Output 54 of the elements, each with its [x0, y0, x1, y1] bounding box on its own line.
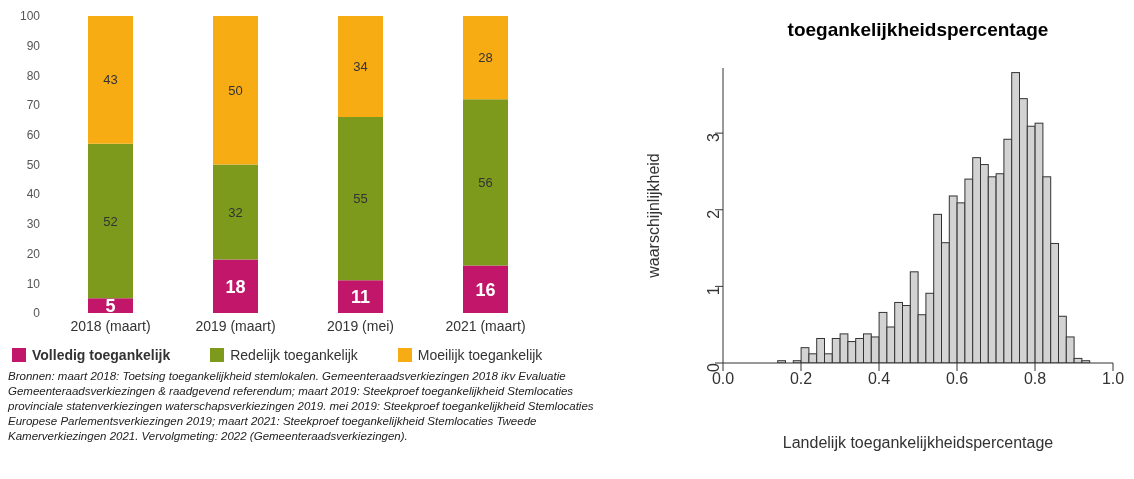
y-tick-label: 70 [26, 98, 41, 113]
legend-label: Volledig toegankelijk [31, 347, 171, 363]
data-label: 18 [225, 276, 246, 297]
y-tick-label: 60 [26, 128, 41, 143]
bar [213, 16, 258, 165]
x-tick-label: 1.0 [1101, 370, 1125, 388]
bar [338, 116, 383, 281]
bar [463, 99, 508, 266]
y-tick-label: 90 [26, 38, 41, 53]
data-label: 50 [228, 82, 243, 98]
bar [88, 16, 133, 144]
x-tick-label: 0.4 [867, 370, 891, 388]
bar [463, 16, 508, 100]
data-label: 56 [478, 174, 493, 190]
y-tick-label: 2 [704, 209, 722, 219]
y-tick-label: 80 [26, 68, 41, 83]
x-tick-label: 0.8 [1023, 370, 1047, 388]
y-tick-label: 40 [26, 187, 41, 202]
y-tick-label: 3 [704, 133, 722, 143]
x-tick-label: 0.6 [945, 370, 969, 388]
data-label: 28 [478, 50, 493, 66]
data-label: 11 [350, 287, 371, 308]
data-label: 34 [353, 59, 368, 75]
x-tick-label: 2019 (maart) [195, 317, 276, 334]
y-tick-label: 30 [26, 217, 41, 232]
legend-label: Moeilijk toegankelijk [416, 347, 543, 363]
chart-title: toegankelijkheidspercentage [787, 19, 1049, 40]
data-label: 32 [228, 204, 243, 220]
y-tick-label: 50 [26, 157, 41, 172]
data-label: 52 [103, 213, 118, 229]
x-tick-label: 2018 (maart) [70, 317, 151, 334]
y-tick-label: 0 [704, 362, 722, 372]
bar [88, 143, 133, 299]
bar [213, 164, 258, 260]
data-label: 16 [475, 279, 496, 300]
legend-label: Redelijk toegankelijk [229, 347, 358, 363]
bar [338, 280, 383, 313]
data-label: 55 [353, 191, 368, 207]
y-tick-label: 1 [704, 286, 722, 296]
y-tick-label: 100 [19, 9, 41, 24]
y-tick-label: 20 [26, 246, 41, 261]
data-label: 43 [103, 72, 118, 88]
y-tick-label: 10 [26, 276, 41, 291]
y-tick-label: 0 [33, 306, 41, 321]
x-tick-label: 2021 (maart) [445, 317, 526, 334]
y-axis-title: waarschijnlijkheid [644, 153, 662, 279]
text: Bronnen: maart 2018: Toetsing toegankelijkheid stemlokalen. Gemeenteraadsverkiezingen 2018 ikv Evaluatie Gemeenteraadsverkiezingen & raadgevend referendum; maart 2019: Steekproef toegankelijkheid Stemlocaties provinciale statenverkiezingen waterschapsverkiezingen 2019. mei 2019: Steekproef toegankelijkheid Stemlocaties Europese Parlementsverkiezingen 2019; maart 2021: Steekproef toegankelijkheid Stemlocaties Tweede Kamerverkiezingen 2021. Vervolgmeting: 2022 (Gemeenteraadsverkiezingen). [8, 369, 595, 444]
bar [213, 259, 258, 313]
x-tick-label: 2019 (mei) [327, 317, 394, 334]
bar [463, 265, 508, 313]
data-label: 5 [105, 295, 116, 316]
x-axis-title: Landelijk toegankelijkheidspercentage [782, 434, 1054, 451]
bar [338, 16, 383, 117]
x-tick-label: 0.2 [789, 370, 813, 388]
